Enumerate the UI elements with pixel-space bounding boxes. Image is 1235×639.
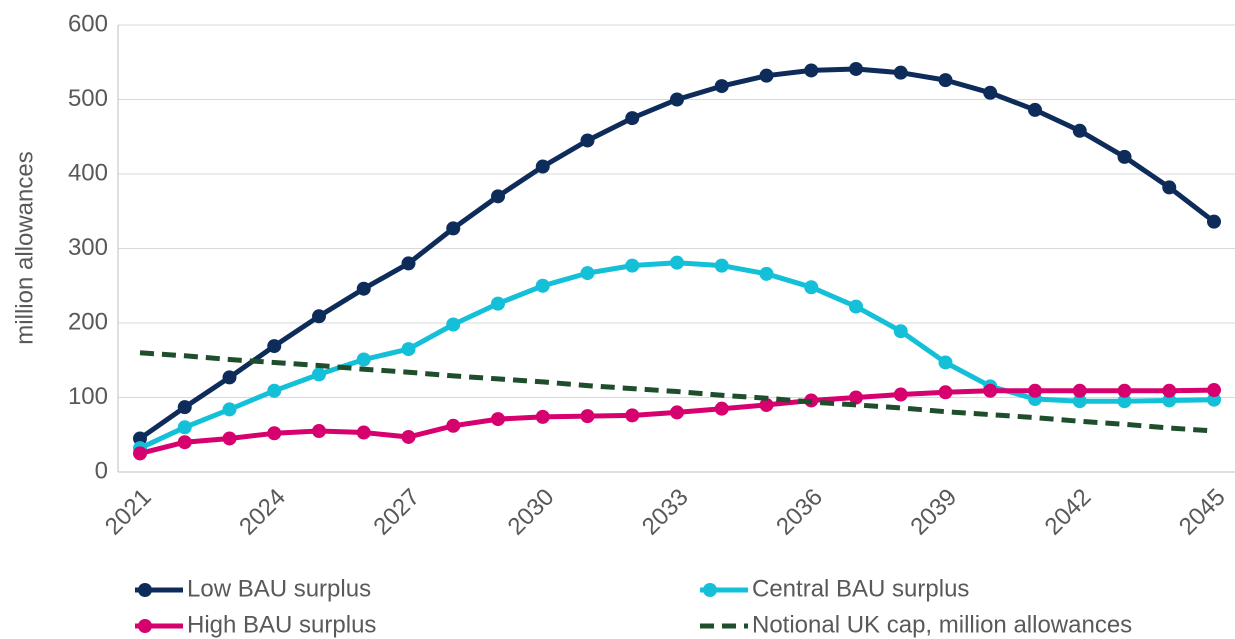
data-point	[938, 73, 953, 88]
data-point	[1072, 123, 1087, 138]
data-point	[491, 412, 505, 427]
x-tick-label: 2027	[368, 484, 425, 541]
x-tick-label: 2033	[637, 484, 694, 541]
data-point	[625, 111, 640, 126]
data-point	[177, 435, 192, 450]
data-point	[535, 159, 550, 174]
data-point	[312, 424, 326, 439]
data-point	[312, 367, 326, 382]
data-point	[1072, 394, 1087, 409]
data-point	[535, 278, 550, 293]
legend-marker	[138, 619, 152, 633]
data-point	[133, 446, 147, 461]
data-point	[401, 342, 416, 357]
legend-marker	[138, 583, 152, 597]
data-point	[356, 281, 371, 296]
data-point	[893, 324, 908, 339]
data-point	[267, 339, 282, 354]
data-point	[849, 390, 863, 405]
y-tick-label: 400	[68, 159, 108, 186]
y-axis-label: million allowances	[11, 151, 38, 344]
legend-label: Central BAU surplus	[752, 575, 969, 602]
data-point	[1162, 393, 1177, 408]
data-point	[849, 61, 863, 76]
y-tick-label: 300	[68, 234, 108, 261]
data-point	[491, 189, 505, 204]
data-point	[401, 256, 416, 271]
data-point	[1028, 383, 1042, 398]
data-point	[356, 425, 371, 440]
data-point	[983, 383, 998, 398]
data-point	[177, 400, 192, 415]
x-tick-label: 2036	[771, 484, 828, 541]
data-point	[267, 383, 282, 398]
y-tick-label: 200	[68, 308, 108, 335]
data-point	[1117, 394, 1132, 409]
data-point	[133, 431, 147, 446]
data-point	[625, 408, 640, 423]
data-point	[267, 426, 282, 441]
x-tick-label: 2042	[1040, 484, 1097, 541]
legend-label: Low BAU surplus	[187, 575, 371, 602]
data-point	[446, 221, 461, 236]
data-point	[804, 280, 819, 295]
data-point	[356, 352, 371, 367]
data-point	[1207, 214, 1221, 229]
x-tick-label: 2024	[234, 484, 291, 541]
data-point	[938, 355, 953, 370]
data-point	[222, 402, 237, 417]
data-point	[446, 418, 461, 433]
data-point	[580, 133, 595, 148]
data-point	[535, 409, 550, 424]
data-point	[1117, 149, 1132, 164]
data-point	[670, 92, 684, 107]
data-point	[401, 429, 416, 444]
data-point	[1117, 383, 1132, 398]
series-line	[139, 350, 1215, 434]
data-point	[222, 370, 237, 385]
data-point	[670, 405, 684, 420]
data-point	[1072, 383, 1087, 398]
data-point	[1162, 180, 1177, 195]
legend-label: Notional UK cap, million allowances	[752, 611, 1132, 638]
data-point	[177, 420, 192, 435]
legend-marker	[703, 583, 717, 597]
y-tick-label: 100	[68, 383, 108, 410]
data-point	[804, 63, 819, 78]
x-tick-label: 2045	[1174, 484, 1231, 541]
data-point	[446, 317, 461, 332]
y-tick-label: 0	[95, 457, 108, 484]
data-point	[491, 296, 505, 311]
data-point	[222, 431, 237, 446]
data-point	[759, 68, 774, 83]
data-point	[893, 65, 908, 80]
data-point	[1207, 392, 1221, 407]
data-point	[1028, 102, 1042, 117]
data-point	[938, 385, 953, 400]
data-point	[714, 401, 729, 416]
data-point	[759, 397, 774, 412]
x-tick-label: 2021	[100, 484, 157, 541]
x-tick-label: 2039	[905, 484, 962, 541]
data-point	[670, 255, 684, 270]
y-tick-label: 600	[68, 10, 108, 37]
data-point	[714, 258, 729, 273]
data-point	[983, 85, 998, 100]
data-point	[625, 258, 640, 273]
data-point	[1162, 383, 1177, 398]
data-point	[759, 266, 774, 281]
x-tick-label: 2030	[503, 484, 560, 541]
data-point	[1207, 383, 1221, 398]
data-point	[312, 309, 326, 324]
data-point	[714, 79, 729, 94]
y-tick-label: 500	[68, 85, 108, 112]
data-point	[580, 409, 595, 424]
data-point	[580, 266, 595, 281]
legend-label: High BAU surplus	[187, 611, 376, 638]
data-point	[849, 299, 863, 314]
data-point	[893, 387, 908, 402]
